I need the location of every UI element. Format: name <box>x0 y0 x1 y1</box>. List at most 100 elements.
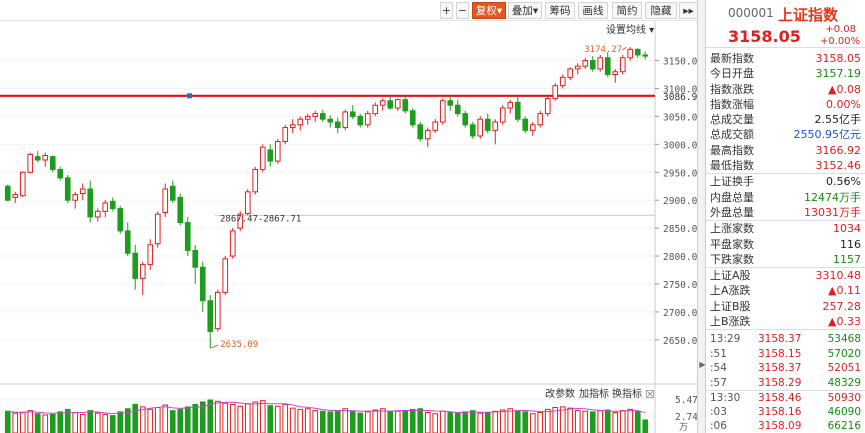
sidebar-collapse-bar[interactable]: ▶ <box>697 0 706 433</box>
volume-bar <box>312 410 319 433</box>
stat-label: 最低指数 <box>710 159 754 173</box>
quote-header: 000001 上证指数 3158.05 +0.08 +0.00% <box>706 0 865 48</box>
stats-group-breadth: 上涨家数 1034 平盘家数 116 下跌家数 1157 <box>706 220 865 267</box>
candle-body <box>274 141 281 162</box>
volume-bar <box>237 405 244 433</box>
quote-sidebar: 000001 上证指数 3158.05 +0.08 +0.00% 最新指数 315… <box>706 0 865 433</box>
candle-body <box>229 230 236 257</box>
stat-label: 上证换手 <box>710 175 754 189</box>
candle-body <box>87 188 94 218</box>
candle-body <box>484 118 491 131</box>
candle-body <box>409 110 416 126</box>
candle-body <box>387 100 394 109</box>
simple-button[interactable]: 简约 <box>612 2 642 19</box>
tick-row: :03 3158.16 46090 <box>706 405 865 420</box>
candle-body <box>597 57 604 70</box>
fuquan-button[interactable]: 复权▾ <box>472 2 506 19</box>
price-tick-label: 2800.00 <box>663 252 697 263</box>
low-marker <box>210 344 219 349</box>
change-params-button[interactable]: 改参数 <box>545 387 575 400</box>
stat-row: 指数涨幅 0.00% <box>706 97 865 112</box>
volume-bar <box>334 410 341 433</box>
candle-body <box>544 98 551 115</box>
collapse-arrow-icon[interactable]: ▶ <box>699 360 706 369</box>
expand-arrow-button[interactable]: ▸▸ <box>679 2 698 19</box>
stat-value: 2550.95亿元 <box>793 128 862 142</box>
stat-row: 最新指数 3158.05 <box>706 51 865 66</box>
volume-bar <box>57 411 64 433</box>
candle-body <box>139 263 146 279</box>
volume-bar <box>12 412 19 433</box>
tick-row: 13:29 3158.37 53468 <box>706 332 865 347</box>
candle-body <box>19 171 26 197</box>
zoom-in-button[interactable]: + <box>440 2 453 19</box>
candle-body <box>507 101 514 109</box>
candle-body <box>169 185 176 201</box>
volume-bar <box>124 408 131 433</box>
volume-bar <box>72 411 79 433</box>
volume-bar <box>402 410 409 433</box>
stat-row: 最低指数 3152.46 <box>706 158 865 173</box>
candle-body <box>357 115 364 126</box>
candle-body <box>582 60 589 67</box>
tick-list: 13:29 3158.37 53468:51 3158.15 57020:54 3158.… <box>706 329 865 433</box>
candle-body <box>612 71 619 76</box>
volume-bar <box>357 412 364 433</box>
hide-button[interactable]: 隐藏 <box>645 2 677 19</box>
volume-bar <box>259 400 266 433</box>
last-price: 3158.05 <box>728 27 801 46</box>
tick-row: :54 3158.37 52051 <box>706 361 865 376</box>
candle-body <box>57 168 64 179</box>
candle-body <box>184 222 191 251</box>
candle-body <box>522 118 529 131</box>
kline-chart[interactable]: 3150.00 3100.00 3050.00 3000.00 2950.00 2900.… <box>0 21 697 433</box>
change-percent: +0.00% <box>820 36 861 47</box>
volume-bar <box>604 409 611 433</box>
chips-button[interactable]: 筹码 <box>545 2 575 19</box>
kline-chart-area[interactable]: 3150.00 3100.00 3050.00 3000.00 2950.00 2900.… <box>0 21 700 433</box>
candle-body <box>154 213 161 245</box>
candle-body <box>327 118 334 123</box>
candle-body <box>132 252 139 279</box>
tick-time: 13:30 <box>710 392 741 405</box>
stat-value: 257.28 <box>822 299 862 313</box>
candle-body <box>394 99 401 109</box>
candle-body <box>244 191 251 215</box>
candle-body <box>447 100 454 106</box>
overlay-button[interactable]: 叠加▾ <box>508 2 542 19</box>
volume-bar <box>447 411 454 433</box>
stat-row: 最高指数 3166.92 <box>706 143 865 158</box>
candle-body <box>604 57 611 76</box>
volume-bar <box>432 413 439 433</box>
volume-bar <box>619 410 626 433</box>
draw-line-button[interactable]: 画线 <box>578 2 608 19</box>
candle-body <box>379 100 386 106</box>
tick-price: 3158.15 <box>758 347 802 360</box>
candle-body <box>267 149 274 162</box>
candle-body <box>207 300 214 332</box>
zoom-out-button[interactable]: − <box>456 2 469 19</box>
volume-bar <box>342 408 349 433</box>
stat-value: 1034 <box>833 222 861 236</box>
high-annotation: 3174.27 <box>584 45 622 55</box>
candle-body <box>529 124 536 131</box>
tick-volume: 57020 <box>827 347 861 360</box>
volume-bar <box>529 413 536 433</box>
candle-body <box>462 113 469 126</box>
close-indicator-icon[interactable]: ☒ <box>645 388 655 401</box>
candle-body <box>432 121 439 131</box>
price-tick-label: 2950.00 <box>663 168 697 179</box>
volume-bar <box>349 410 356 433</box>
candle-body <box>102 202 109 212</box>
volume-bar <box>42 414 49 433</box>
add-indicator-button[interactable]: 加指标 <box>579 387 609 400</box>
volume-bar <box>222 402 229 433</box>
switch-indicator-button[interactable]: 换指标 <box>612 387 642 400</box>
volume-tick-label: 5.47 <box>675 395 697 406</box>
tick-volume: 50930 <box>827 392 861 405</box>
candle-body <box>34 156 41 161</box>
volume-bar <box>462 411 469 433</box>
stat-value: 116 <box>840 237 861 251</box>
volume-bar <box>537 411 544 433</box>
volume-bar <box>582 410 589 433</box>
